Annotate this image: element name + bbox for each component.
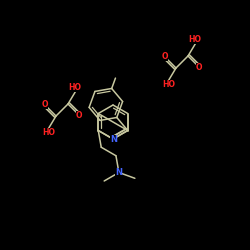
Text: O: O <box>196 62 202 72</box>
Text: O: O <box>76 110 82 120</box>
Text: HO: HO <box>42 128 55 137</box>
Text: O: O <box>42 100 48 110</box>
Text: HO: HO <box>189 35 202 44</box>
Text: N: N <box>110 134 117 143</box>
Text: N: N <box>116 168 122 177</box>
Text: O: O <box>162 52 168 62</box>
Text: HO: HO <box>69 83 82 92</box>
Text: HO: HO <box>162 80 175 89</box>
